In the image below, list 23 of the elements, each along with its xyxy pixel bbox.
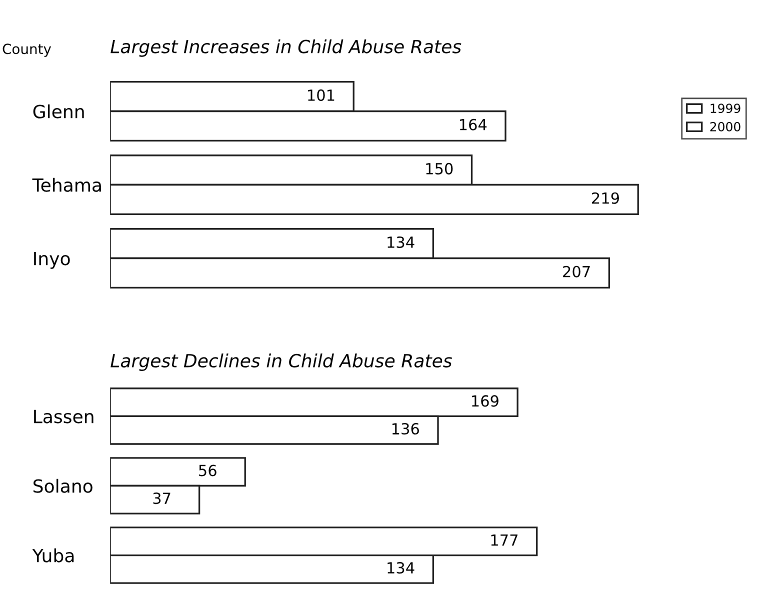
legend-label: 2000 <box>710 122 740 132</box>
data-label: 219 <box>592 192 619 204</box>
y-axis-title: County <box>2 44 52 57</box>
legend-label: 1999 <box>710 104 740 114</box>
y-tick-label: Solano <box>34 478 92 493</box>
data-label: 150 <box>426 162 453 174</box>
data-label: 169 <box>472 395 498 407</box>
data-label: 177 <box>491 534 518 546</box>
data-label: 207 <box>563 266 590 278</box>
y-tick-label: Tehama <box>32 178 101 192</box>
data-label: 136 <box>392 422 419 435</box>
data-label: 134 <box>388 562 414 574</box>
data-label: 37 <box>153 492 170 504</box>
data-label: 134 <box>388 236 414 248</box>
chart-title: Largest Declines in Child Abuse Rates <box>110 354 452 372</box>
y-tick-label: Glenn <box>33 104 84 118</box>
y-tick-label: Inyo <box>34 252 70 269</box>
data-label: 56 <box>199 464 216 476</box>
chart-title: Largest Increases in Child Abuse Rates <box>110 39 462 57</box>
y-tick-label: Yuba <box>32 548 74 562</box>
data-label: 101 <box>308 89 334 101</box>
data-label: 164 <box>460 118 487 130</box>
y-tick-label: Lassen <box>34 410 94 424</box>
